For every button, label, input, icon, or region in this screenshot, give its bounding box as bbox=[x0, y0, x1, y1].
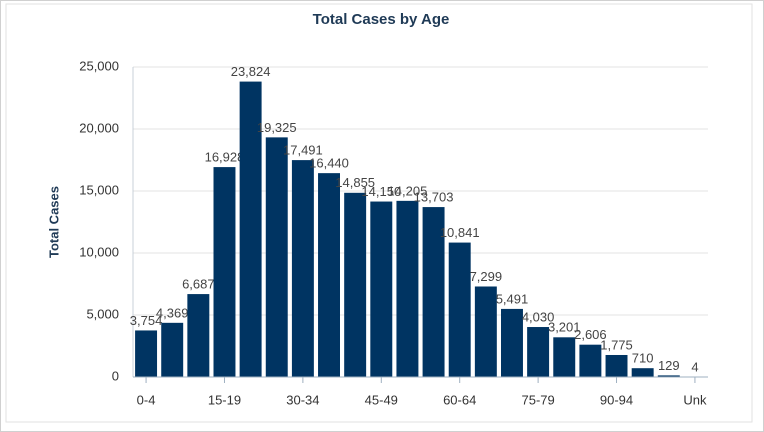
bar bbox=[527, 327, 550, 377]
y-tick-label: 0 bbox=[112, 368, 119, 383]
value-label: 4 bbox=[691, 359, 698, 374]
bar bbox=[370, 201, 393, 377]
value-label: 6,687 bbox=[182, 277, 215, 292]
value-label: 5,491 bbox=[496, 291, 529, 306]
chart-title: Total Cases by Age bbox=[313, 11, 450, 28]
bar bbox=[291, 160, 314, 377]
bar bbox=[553, 337, 576, 377]
value-label: 7,299 bbox=[470, 269, 503, 284]
value-label: 16,440 bbox=[309, 156, 349, 171]
bar bbox=[396, 200, 419, 377]
value-label: 10,841 bbox=[440, 225, 480, 240]
bar bbox=[161, 322, 184, 377]
value-label: 2,606 bbox=[574, 327, 607, 342]
bar bbox=[213, 167, 236, 377]
bar bbox=[135, 330, 158, 377]
bar bbox=[501, 308, 523, 377]
y-axis-title: Total Cases bbox=[46, 186, 61, 258]
value-label: 4,030 bbox=[522, 309, 555, 324]
bar bbox=[422, 207, 445, 377]
x-tick-label: 0-4 bbox=[137, 392, 156, 407]
bar bbox=[657, 375, 680, 377]
y-tick-label: 15,000 bbox=[79, 182, 119, 197]
value-label: 23,824 bbox=[231, 64, 271, 79]
value-label: 710 bbox=[632, 351, 654, 366]
value-label: 14,150 bbox=[361, 184, 401, 199]
value-label: 129 bbox=[658, 358, 680, 373]
bar bbox=[187, 294, 210, 377]
y-tick-label: 5,000 bbox=[86, 306, 119, 321]
bar bbox=[605, 354, 628, 377]
x-tick-label: 45-49 bbox=[365, 392, 398, 407]
value-label: 19,325 bbox=[257, 120, 297, 135]
x-tick-label: 60-64 bbox=[443, 392, 476, 407]
x-tick-label: 90-94 bbox=[600, 392, 633, 407]
bar bbox=[265, 137, 288, 377]
bar bbox=[579, 344, 602, 377]
y-tick-label: 25,000 bbox=[79, 58, 119, 73]
value-label: 13,703 bbox=[414, 190, 454, 205]
bar bbox=[474, 286, 497, 377]
y-tick-label: 20,000 bbox=[79, 120, 119, 135]
value-label: 14,205 bbox=[388, 183, 428, 198]
value-label: 4,369 bbox=[156, 305, 189, 320]
bar bbox=[631, 368, 654, 377]
y-tick-label: 10,000 bbox=[79, 244, 119, 259]
x-tick-label: 15-19 bbox=[208, 392, 241, 407]
bar bbox=[448, 242, 471, 377]
bar bbox=[318, 173, 340, 377]
x-tick-label: Unk bbox=[683, 392, 707, 407]
value-label: 16,928 bbox=[205, 150, 245, 165]
value-label: 1,775 bbox=[600, 337, 633, 352]
x-tick-label: 75-79 bbox=[521, 392, 554, 407]
value-label: 17,491 bbox=[283, 143, 323, 158]
value-label: 3,201 bbox=[548, 320, 581, 335]
bar bbox=[239, 81, 262, 377]
value-label: 3,754 bbox=[130, 313, 163, 328]
x-tick-label: 30-34 bbox=[286, 392, 319, 407]
value-label: 14,855 bbox=[335, 175, 375, 190]
bar bbox=[344, 192, 367, 377]
